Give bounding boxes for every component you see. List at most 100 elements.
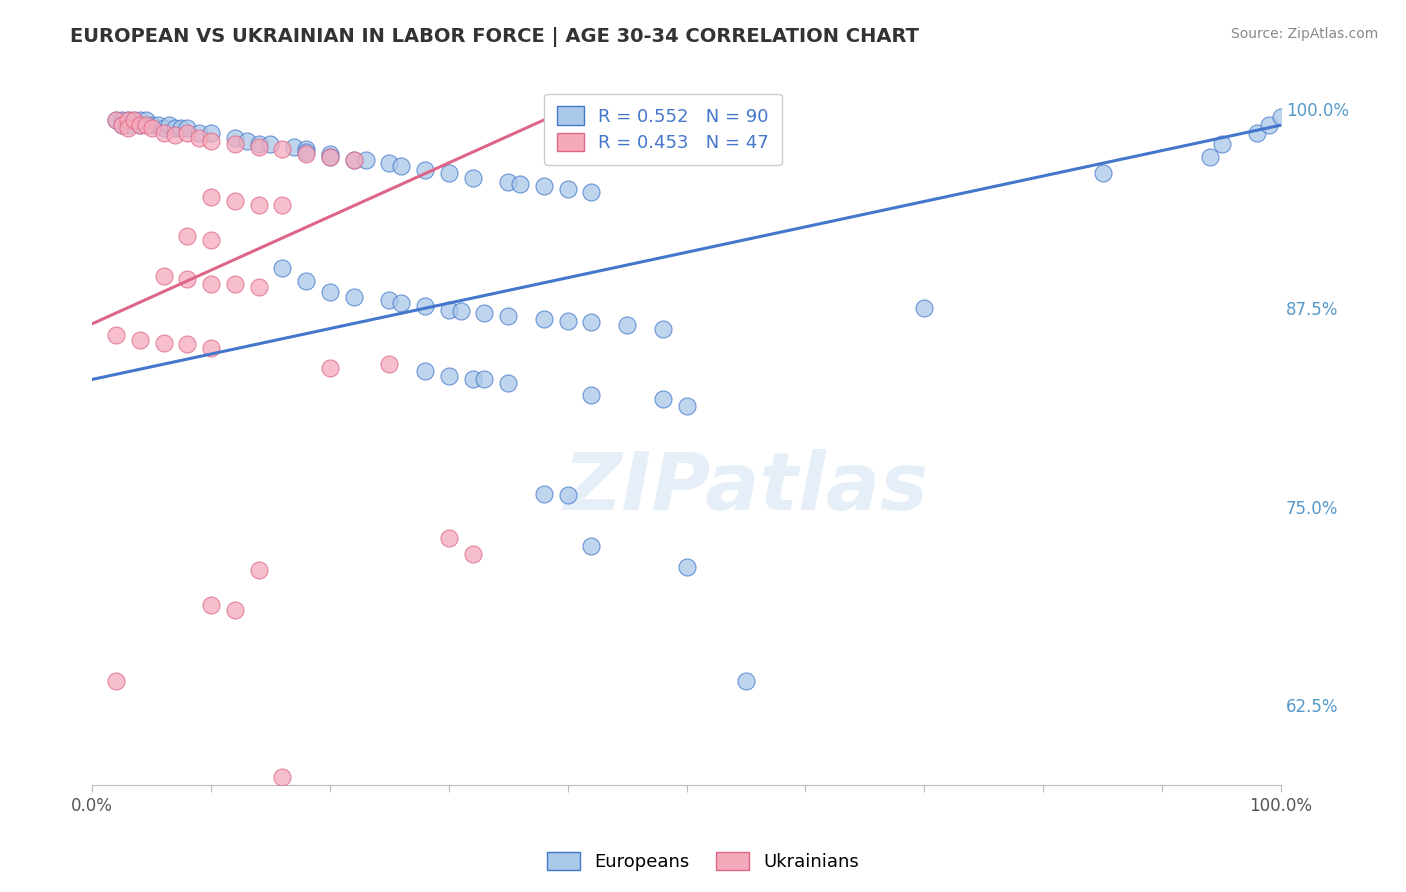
Point <box>141 121 163 136</box>
Point <box>378 293 401 307</box>
Point <box>111 113 134 128</box>
Point <box>581 539 603 553</box>
Point <box>247 197 270 211</box>
Text: ZIPatlas: ZIPatlas <box>564 449 928 526</box>
Point <box>271 261 294 276</box>
Point <box>1270 110 1292 124</box>
Point <box>378 357 401 371</box>
Point <box>224 194 246 209</box>
Point <box>152 121 174 136</box>
Point <box>176 229 198 244</box>
Point <box>413 299 436 313</box>
Point <box>117 113 139 128</box>
Point <box>581 185 603 199</box>
Point <box>378 156 401 170</box>
Text: EUROPEAN VS UKRAINIAN IN LABOR FORCE | AGE 30-34 CORRELATION CHART: EUROPEAN VS UKRAINIAN IN LABOR FORCE | A… <box>70 27 920 46</box>
Point <box>271 770 294 784</box>
Point <box>474 372 496 386</box>
Point <box>176 337 198 351</box>
Point <box>117 118 139 132</box>
Point <box>152 269 174 284</box>
Point <box>557 313 579 327</box>
Point <box>413 364 436 378</box>
Point <box>159 118 181 132</box>
Point <box>675 400 697 414</box>
Point <box>675 560 697 574</box>
Point <box>200 341 222 355</box>
Point <box>135 113 157 128</box>
Point <box>295 145 318 160</box>
Point <box>200 189 222 203</box>
Point <box>117 121 139 136</box>
Point <box>343 290 366 304</box>
Point <box>437 532 460 546</box>
Point <box>224 277 246 291</box>
Point <box>111 118 134 132</box>
Point <box>165 128 187 142</box>
Point <box>271 197 294 211</box>
Point <box>188 131 211 145</box>
Legend: R = 0.552   N = 90, R = 0.453   N = 47: R = 0.552 N = 90, R = 0.453 N = 47 <box>544 94 782 165</box>
Point <box>295 142 318 156</box>
Point <box>437 166 460 180</box>
Point <box>165 121 187 136</box>
Point <box>496 309 519 323</box>
Point <box>247 280 270 294</box>
Point <box>437 369 460 384</box>
Point <box>283 140 305 154</box>
Point <box>104 113 127 128</box>
Point <box>343 153 366 167</box>
Point <box>170 121 193 136</box>
Point <box>557 182 579 196</box>
Point <box>200 134 222 148</box>
Point <box>509 177 531 191</box>
Point <box>259 137 281 152</box>
Point <box>1198 150 1220 164</box>
Point <box>176 126 198 140</box>
Point <box>152 126 174 140</box>
Point <box>135 118 157 132</box>
Point <box>152 335 174 350</box>
Point <box>581 388 603 402</box>
Point <box>1091 166 1114 180</box>
Point <box>1211 137 1233 152</box>
Point <box>389 160 412 174</box>
Point <box>616 318 638 333</box>
Point <box>533 312 555 326</box>
Point <box>247 563 270 577</box>
Point <box>247 137 270 152</box>
Point <box>188 126 211 140</box>
Point <box>200 233 222 247</box>
Point <box>319 361 342 376</box>
Point <box>128 113 150 128</box>
Point <box>104 113 127 128</box>
Point <box>651 392 673 406</box>
Point <box>1258 118 1281 132</box>
Point <box>461 547 484 561</box>
Point <box>557 488 579 502</box>
Point <box>319 285 342 299</box>
Point <box>354 153 377 167</box>
Text: Source: ZipAtlas.com: Source: ZipAtlas.com <box>1230 27 1378 41</box>
Point <box>295 146 318 161</box>
Point <box>141 118 163 132</box>
Point <box>496 175 519 189</box>
Point <box>319 146 342 161</box>
Legend: Europeans, Ukrainians: Europeans, Ukrainians <box>540 845 866 879</box>
Point <box>104 674 127 689</box>
Point <box>319 150 342 164</box>
Point <box>343 153 366 167</box>
Point <box>533 487 555 501</box>
Point <box>651 321 673 335</box>
Point <box>461 170 484 185</box>
Point <box>735 674 758 689</box>
Point <box>461 372 484 386</box>
Point <box>200 126 222 140</box>
Point <box>200 277 222 291</box>
Point <box>176 272 198 286</box>
Point <box>271 142 294 156</box>
Point <box>128 118 150 132</box>
Point <box>496 376 519 390</box>
Point <box>235 134 257 148</box>
Point <box>474 306 496 320</box>
